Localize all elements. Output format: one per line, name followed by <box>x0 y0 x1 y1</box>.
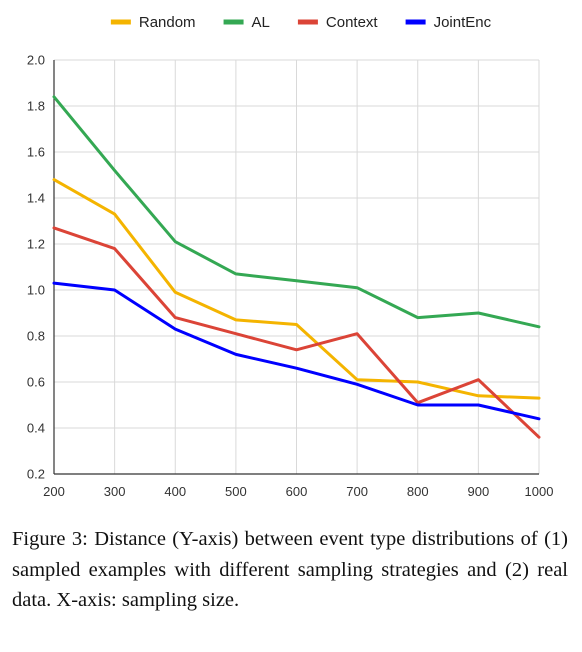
y-axis-ticks: 0.2 0.4 0.6 0.8 1.0 1.2 1.4 1.6 1.8 2.0 <box>27 53 45 482</box>
y-tick-label: 0.2 <box>27 467 45 482</box>
y-tick-label: 1.2 <box>27 237 45 252</box>
legend-item-random: Random <box>110 14 196 31</box>
x-tick-label: 300 <box>104 484 126 499</box>
legend-label: AL <box>252 14 270 31</box>
x-tick-label: 900 <box>468 484 490 499</box>
series-lines <box>52 95 541 439</box>
y-tick-label: 1.8 <box>27 99 45 114</box>
x-tick-label: 800 <box>407 484 429 499</box>
legend-item-context: Context <box>297 14 379 31</box>
gridlines <box>53 59 540 475</box>
x-axis-ticks: 200 300 400 500 600 700 800 900 1000 <box>43 484 553 499</box>
legend-label: JointEnc <box>434 14 492 31</box>
y-tick-label: 1.4 <box>27 191 45 206</box>
axes <box>53 60 539 475</box>
x-tick-label: 1000 <box>525 484 554 499</box>
x-tick-label: 200 <box>43 484 65 499</box>
series-line-random <box>52 178 541 400</box>
series-line-jointenc <box>52 281 541 421</box>
y-tick-label: 0.8 <box>27 329 45 344</box>
x-tick-label: 500 <box>225 484 247 499</box>
legend-item-jointenc: JointEnc <box>405 14 492 31</box>
series-line-al <box>52 95 541 329</box>
y-tick-label: 1.0 <box>27 283 45 298</box>
legend-item-al: AL <box>223 14 270 31</box>
line-chart: Random AL Context JointEnc 0.2 0.4 0.6 0.8 1.0 1… <box>27 14 554 499</box>
y-tick-label: 0.4 <box>27 421 45 436</box>
y-tick-label: 0.6 <box>27 375 45 390</box>
y-tick-label: 1.6 <box>27 145 45 160</box>
legend: Random AL Context JointEnc <box>110 14 492 31</box>
x-tick-label: 400 <box>164 484 186 499</box>
x-tick-label: 600 <box>286 484 308 499</box>
legend-label: Context <box>326 14 379 31</box>
x-tick-label: 700 <box>346 484 368 499</box>
legend-label: Random <box>139 14 196 31</box>
figure-caption: Figure 3: Distance (Y-axis) between even… <box>12 528 568 611</box>
series-line-context <box>52 226 541 439</box>
y-tick-label: 2.0 <box>27 53 45 68</box>
